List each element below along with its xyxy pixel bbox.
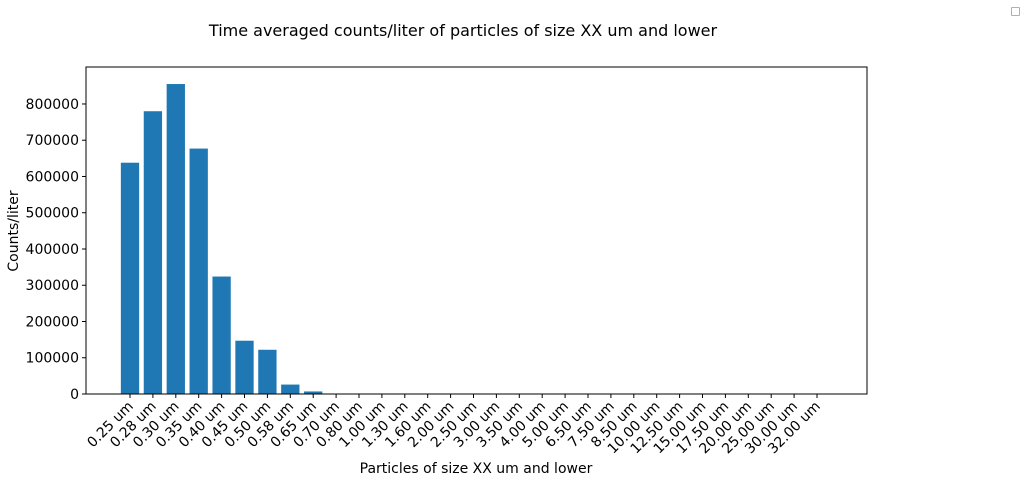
x-axis-label: Particles of size XX um and lower bbox=[360, 461, 593, 477]
bar bbox=[281, 384, 300, 394]
y-tick-label: 0 bbox=[70, 387, 79, 403]
bar bbox=[212, 276, 231, 394]
plot-frame bbox=[85, 66, 868, 395]
bar bbox=[258, 349, 277, 394]
y-axis-label: Counts/liter bbox=[6, 190, 22, 271]
bar bbox=[235, 340, 254, 394]
y-tick-label: 800000 bbox=[26, 97, 79, 113]
y-tick-label: 700000 bbox=[26, 133, 79, 149]
x-axis-ticks: 0.25 um0.28 um0.30 um0.35 um0.40 um0.45 … bbox=[84, 394, 824, 457]
y-tick-label: 100000 bbox=[26, 351, 79, 367]
bar bbox=[189, 148, 208, 394]
y-tick-label: 300000 bbox=[26, 278, 79, 294]
y-axis-ticks: 0 100000 200000 300000 400000 500000 600000 700… bbox=[26, 97, 86, 403]
y-tick-label: 200000 bbox=[26, 314, 79, 330]
y-tick-label: 600000 bbox=[26, 169, 79, 185]
bar bbox=[304, 391, 323, 394]
y-tick-label: 500000 bbox=[26, 206, 79, 222]
chart-title: Time averaged counts/liter of particles … bbox=[208, 21, 718, 40]
legend-box bbox=[1011, 7, 1020, 16]
y-tick-label: 400000 bbox=[26, 242, 79, 258]
bar bbox=[120, 162, 140, 394]
bar bbox=[143, 111, 163, 394]
bar bbox=[166, 84, 185, 394]
bars-group bbox=[120, 84, 437, 394]
